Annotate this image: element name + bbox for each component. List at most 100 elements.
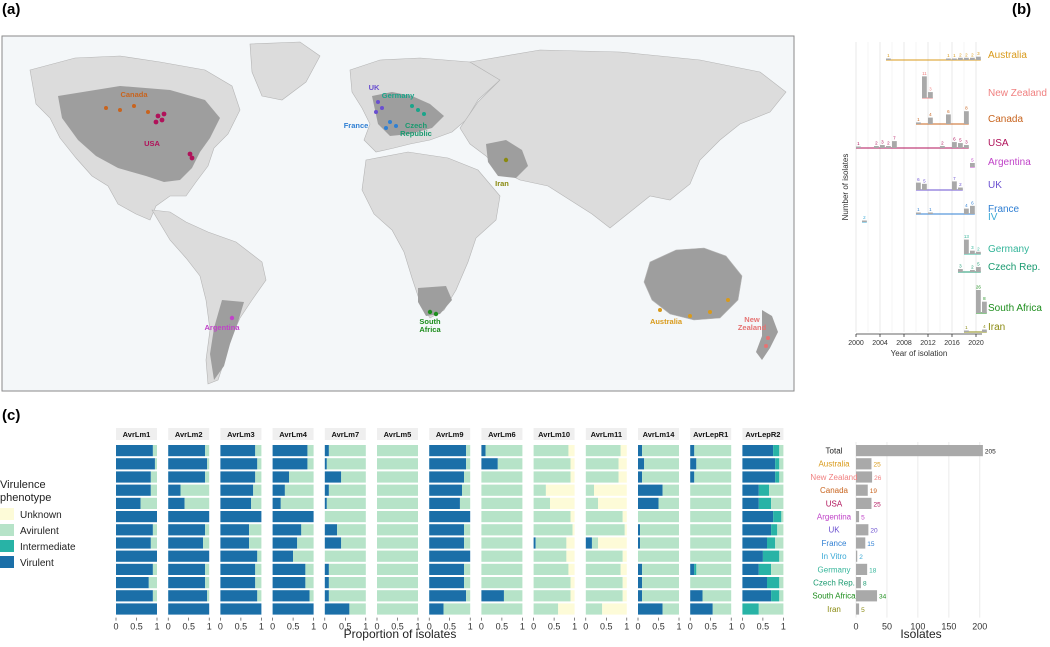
facet-header-avrlm9: AvrLm9: [436, 430, 464, 439]
stack-segment-avirulent: [152, 524, 157, 536]
stack-segment-avirulent: [591, 537, 599, 549]
isolate-dots-usa: [153, 111, 195, 161]
series-label-germany: Germany: [988, 244, 1029, 255]
stack-segment-avirulent: [642, 445, 679, 457]
stack-segment-virulent: [690, 603, 713, 615]
stack-segment-avirulent: [481, 524, 523, 536]
count-category-label-germany: Germany: [818, 565, 851, 574]
stack-segment-virulent: [742, 563, 759, 575]
stack-segment-avirulent: [481, 511, 523, 523]
x-tick-label: 1: [572, 622, 577, 632]
stack-segment-virulent: [168, 445, 206, 457]
bar-australia: [886, 58, 891, 60]
stack-segment-avirulent: [154, 458, 157, 470]
bar-value-label: 11: [922, 71, 927, 76]
stack-segment-avirulent: [284, 484, 314, 496]
bar-czech-rep: [958, 269, 963, 272]
stack-segment-avirulent: [205, 563, 210, 575]
stack-segment-avirulent: [779, 445, 784, 457]
stack-segment-avirulent: [779, 590, 784, 602]
count-bar-australia: [856, 458, 872, 470]
stack-segment-virulent: [116, 484, 151, 496]
x-tick-label: 0: [113, 622, 118, 632]
x-tick-label: 0.5: [496, 622, 509, 632]
legend-title-line: Virulence: [0, 479, 46, 491]
bar-argentina: [970, 163, 975, 167]
stack-segment-unknown: [568, 445, 575, 457]
stack-segment-unknown: [622, 550, 627, 562]
stack-segment-virulent: [220, 445, 256, 457]
stack-segment-virulent: [272, 590, 310, 602]
count-x-tick-label: 50: [882, 622, 892, 632]
stack-segment-avirulent: [152, 563, 157, 575]
stack-segment-virulent: [429, 563, 465, 575]
stack-segment-virulent: [272, 537, 298, 549]
stack-segment-avirulent: [585, 524, 625, 536]
bar-australia: [964, 57, 969, 60]
stack-segment-virulent: [742, 577, 767, 589]
stack-segment-avirulent: [249, 537, 262, 549]
bar-usa: [856, 146, 861, 148]
stack-segment-avirulent: [702, 590, 732, 602]
stack-segment-virulent: [481, 458, 498, 470]
bar-value-label: 6: [917, 177, 920, 182]
stack-segment-avirulent: [377, 445, 418, 457]
stack-segment-avirulent: [377, 524, 418, 536]
bar-value-label: 5: [923, 178, 926, 183]
bar-value-label: 4: [983, 324, 986, 329]
stack-segment-virulent: [690, 458, 697, 470]
x-tick-label: 0: [583, 622, 588, 632]
stack-segment-virulent: [220, 603, 262, 615]
bar-value-label: 7: [893, 136, 896, 141]
stack-segment-avirulent: [533, 524, 573, 536]
bar-usa: [952, 142, 957, 148]
stack-segment-virulent: [638, 445, 643, 457]
bar-value-label: 3: [929, 87, 932, 92]
map-label-new-zealand: New Zealand: [738, 315, 767, 332]
stack-segment-virulent: [272, 445, 308, 457]
stack-segment-avirulent: [690, 577, 732, 589]
stack-segment-avirulent: [690, 524, 732, 536]
stack-segment-avirulent: [585, 484, 594, 496]
x-tick-label: 2000: [848, 340, 864, 347]
stack-segment-avirulent: [662, 603, 679, 615]
stack-segment-avirulent: [309, 590, 314, 602]
facet-header-bg: [116, 428, 157, 440]
stack-segment-avirulent: [481, 550, 523, 562]
x-tick-label: 0: [322, 622, 327, 632]
stack-segment-virulent: [481, 590, 504, 602]
count-value-label: 15: [867, 541, 875, 548]
isolate-dots-australia: [658, 298, 730, 318]
stack-segment-avirulent: [585, 590, 623, 602]
legend-label-avirulent: Avirulent: [20, 526, 59, 537]
bar-canada: [916, 122, 921, 124]
x-tick-label: 0.5: [600, 622, 613, 632]
series-label-iv: IV: [988, 212, 998, 223]
count-bar-south-africa: [856, 590, 878, 602]
bar-value-label: 3: [881, 140, 884, 145]
bar-iran: [982, 329, 987, 332]
facet-header-avrlm10: AvrLm10: [538, 430, 570, 439]
bar-value-label: 1: [917, 207, 920, 212]
map-label-usa: USA: [144, 139, 160, 148]
count-value-label: 19: [870, 488, 878, 495]
stack-segment-avirulent: [307, 458, 314, 470]
stack-segment-avirulent: [533, 497, 550, 509]
stack-segment-virulent: [116, 445, 153, 457]
stack-segment-avirulent: [690, 511, 732, 523]
stack-segment-virulent: [116, 524, 153, 536]
facet-header-avrlm5: AvrLm5: [384, 430, 412, 439]
stack-segment-unknown: [618, 471, 627, 483]
bar-value-label: 2: [959, 52, 962, 57]
bar-australia: [946, 58, 951, 60]
count-bar-germany: [856, 563, 868, 575]
bar-iv: [862, 220, 867, 222]
stack-segment-virulent: [429, 537, 465, 549]
stack-segment-avirulent: [485, 445, 523, 457]
stack-segment-avirulent: [205, 577, 210, 589]
stack-segment-avirulent: [771, 563, 784, 575]
x-tick-label: 0.5: [182, 622, 195, 632]
x-tick-label: 1: [468, 622, 473, 632]
stack-segment-avirulent: [690, 537, 732, 549]
stack-segment-unknown: [598, 537, 627, 549]
